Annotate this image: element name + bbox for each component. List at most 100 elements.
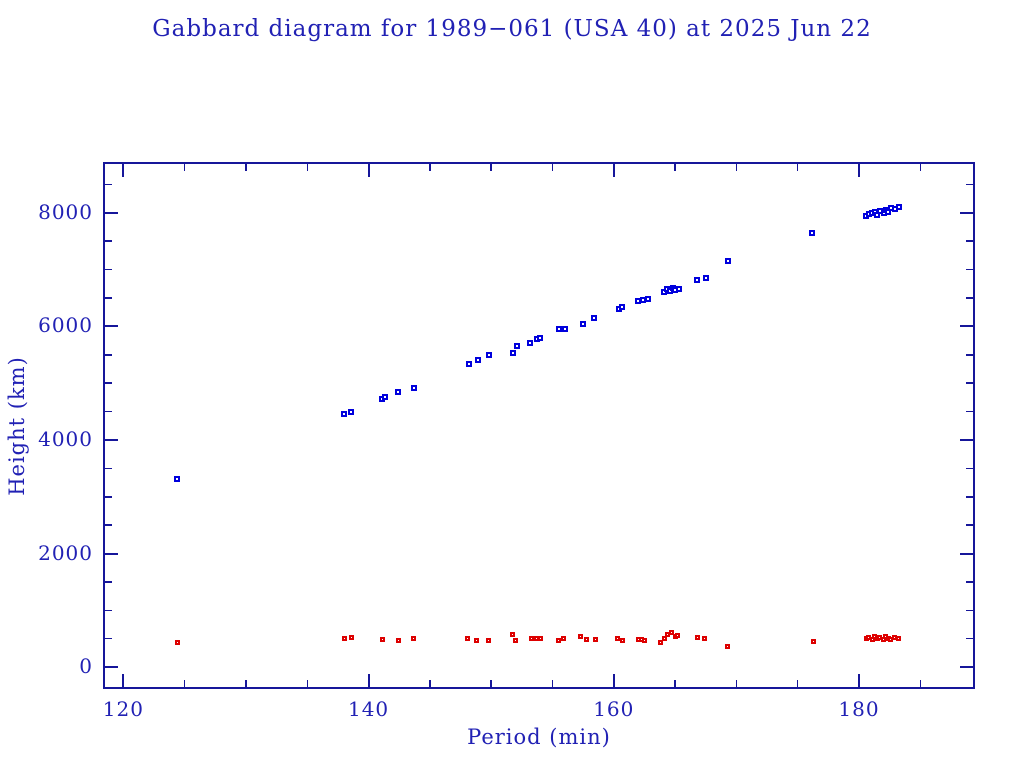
y-axis-tick <box>105 524 112 526</box>
apogee-point <box>694 277 701 284</box>
apogee-point <box>591 315 598 322</box>
apogee-point <box>724 257 731 264</box>
y-axis-tick <box>105 581 112 583</box>
perigee-point <box>411 635 417 641</box>
x-axis-tick <box>490 164 492 171</box>
perigee-point <box>578 633 584 639</box>
y-axis-tick <box>966 581 973 583</box>
apogee-point <box>537 335 544 342</box>
y-axis-tick <box>105 666 118 669</box>
y-tick-label: 0 <box>79 654 93 679</box>
perigee-point <box>556 637 562 643</box>
x-axis-tick <box>122 164 125 177</box>
x-axis-tick <box>429 680 431 687</box>
y-axis-tick <box>105 297 112 299</box>
y-axis-tick <box>105 240 112 242</box>
x-axis-tick <box>245 680 247 687</box>
y-axis-tick <box>105 552 118 555</box>
y-axis-tick <box>105 211 118 214</box>
perigee-point <box>592 636 598 642</box>
x-axis-tick <box>490 680 492 687</box>
apogee-point <box>645 295 652 302</box>
y-axis-tick <box>966 637 973 640</box>
perigee-point <box>657 639 663 645</box>
perigee-point <box>561 635 567 641</box>
perigee-point <box>465 635 471 641</box>
apogee-point <box>555 325 562 332</box>
apogee-point <box>474 357 481 364</box>
perigee-point <box>661 635 667 641</box>
y-axis-tick <box>105 410 112 413</box>
perigee-point <box>537 635 543 641</box>
x-axis-tick <box>551 164 554 171</box>
y-tick-label: 8000 <box>38 199 93 224</box>
apogee-point <box>485 352 492 359</box>
y-tick-label: 6000 <box>38 313 93 338</box>
apogee-point <box>675 285 682 292</box>
y-tick-label: 2000 <box>38 540 93 565</box>
perigee-point <box>895 635 901 641</box>
x-tick-label: 120 <box>102 697 144 721</box>
perigee-point <box>811 638 817 644</box>
x-axis-tick <box>306 680 309 687</box>
perigee-point <box>348 634 354 640</box>
x-axis-tick <box>367 674 370 687</box>
y-axis-tick <box>960 211 973 214</box>
y-axis-tick <box>960 552 973 555</box>
y-axis-tick <box>105 637 112 640</box>
x-axis-tick <box>551 680 554 687</box>
perigee-point <box>702 635 707 641</box>
y-axis-tick <box>966 496 973 498</box>
x-axis-tick <box>122 674 125 687</box>
x-tick-label: 140 <box>347 697 390 721</box>
apogee-point <box>580 321 587 328</box>
y-axis-tick <box>966 268 973 271</box>
x-tick-label: 180 <box>838 697 880 721</box>
chart-title: Gabbard diagram for 1989−061 (USA 40) at… <box>152 16 872 42</box>
y-axis-tick <box>105 354 112 356</box>
y-axis-tick <box>966 183 973 186</box>
perigee-point <box>584 637 590 643</box>
x-axis-tick <box>735 680 738 687</box>
apogee-point <box>896 203 903 210</box>
y-axis-tick <box>105 496 112 498</box>
x-axis-tick <box>306 164 309 171</box>
apogee-point <box>702 274 709 281</box>
y-axis-tick <box>960 325 973 328</box>
apogee-point <box>341 411 348 418</box>
perigee-point <box>725 643 731 649</box>
x-axis-tick <box>674 680 676 687</box>
perigee-point <box>509 631 515 637</box>
x-axis-tick <box>183 680 186 687</box>
perigee-point <box>675 632 681 638</box>
x-axis-tick <box>612 164 615 177</box>
y-axis-tick <box>966 609 973 612</box>
y-axis-tick <box>966 240 973 242</box>
x-axis-tick <box>674 164 676 171</box>
perigee-point <box>614 635 620 641</box>
y-tick-label: 4000 <box>38 426 93 451</box>
x-axis-tick <box>429 164 431 171</box>
y-axis-tick <box>966 354 973 356</box>
y-axis-tick <box>105 438 118 441</box>
x-axis-tick <box>245 164 247 171</box>
x-axis-tick <box>857 674 860 687</box>
x-axis-tick <box>796 680 799 687</box>
apogee-point <box>348 409 355 416</box>
x-axis-tick <box>612 674 615 687</box>
perigee-point <box>473 637 479 643</box>
apogee-point <box>395 389 401 396</box>
y-axis-tick <box>966 297 973 299</box>
perigee-point <box>619 637 625 643</box>
y-axis-tick <box>966 382 973 384</box>
perigee-point <box>395 637 401 643</box>
y-axis-tick <box>960 438 973 441</box>
x-axis-label: Period (min) <box>467 725 611 749</box>
plot-area: Period (min) Height (km) 120 140 160 180 0 20… <box>5 162 975 749</box>
y-axis-tick <box>960 666 973 669</box>
x-axis-tick <box>183 164 186 171</box>
y-axis-tick <box>966 410 973 413</box>
perigee-point <box>529 635 535 641</box>
y-axis-tick <box>105 467 112 470</box>
apogee-point <box>513 343 520 350</box>
